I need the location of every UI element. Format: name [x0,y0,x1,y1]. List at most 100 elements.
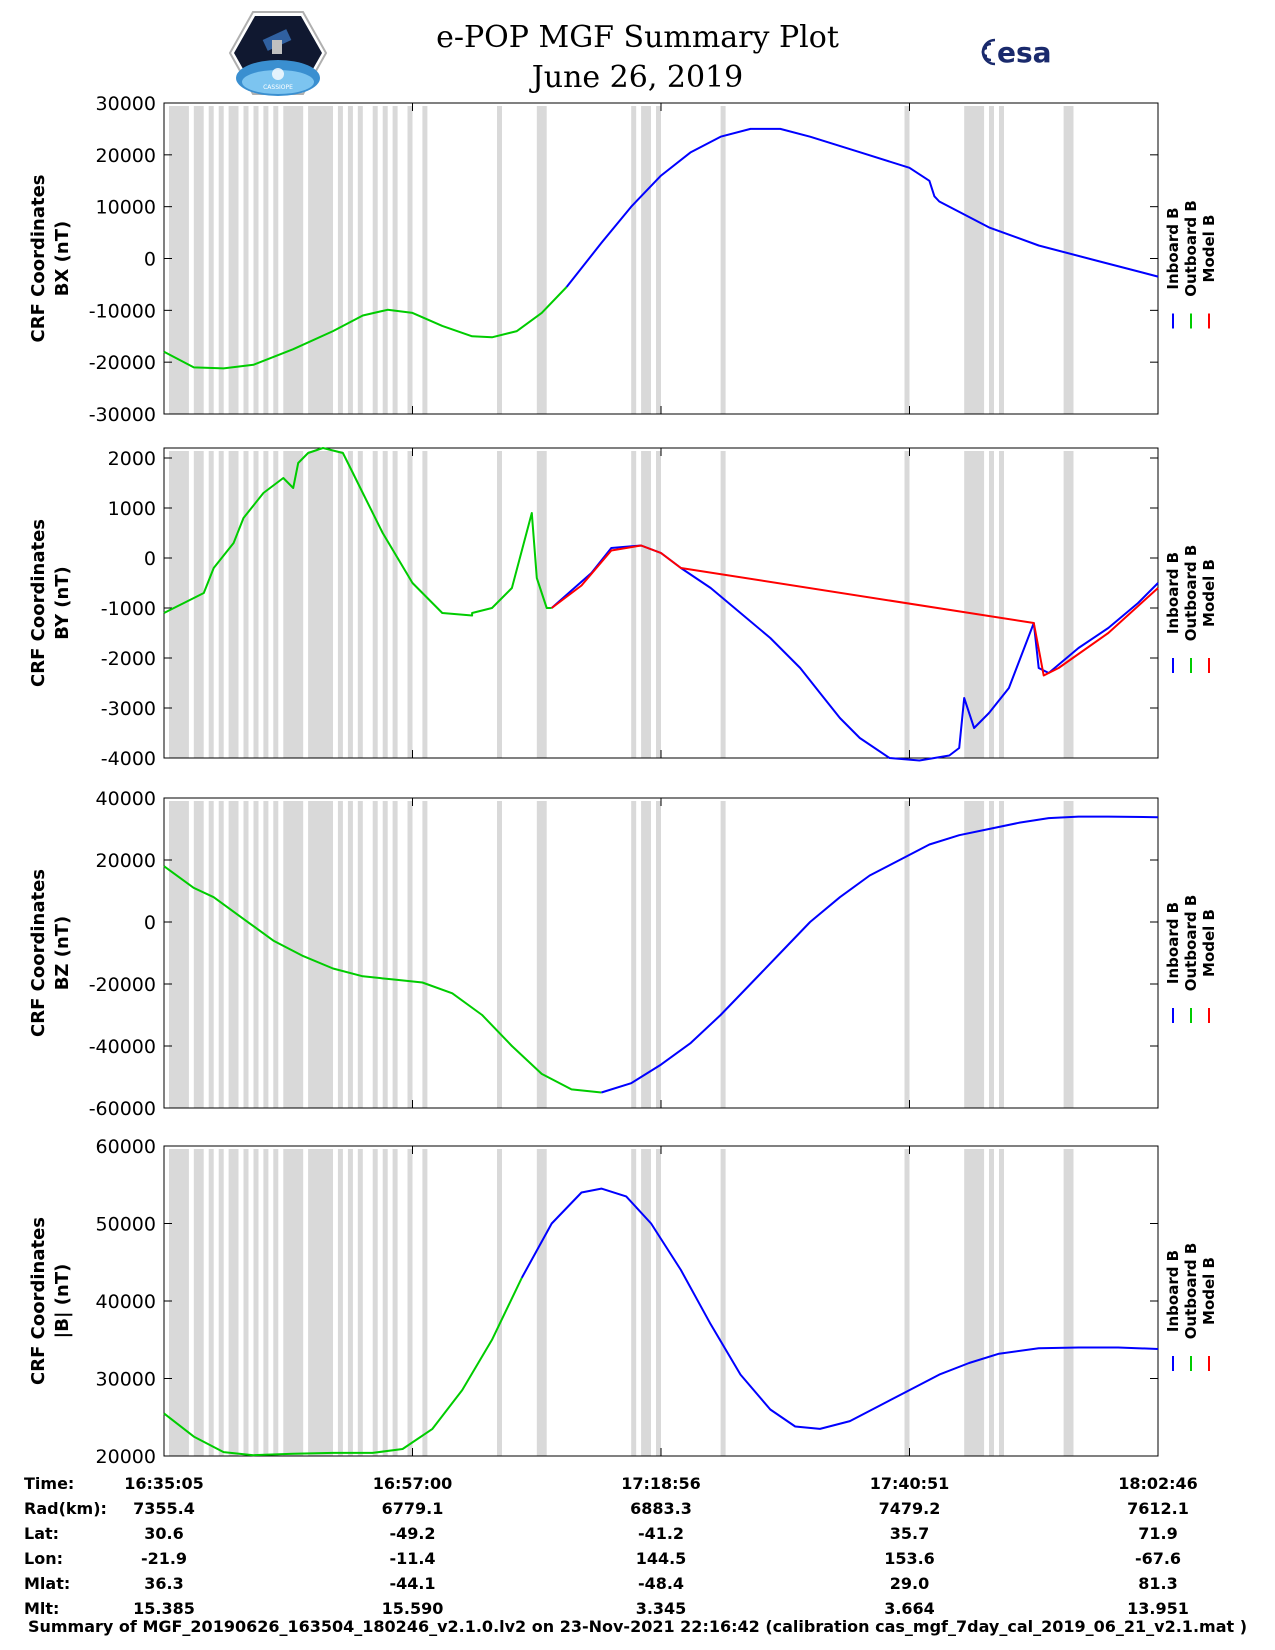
data-gap-band [372,106,378,414]
data-gap-band [999,1149,1004,1456]
data-gap-band [964,106,985,414]
data-gap-band [308,1149,333,1456]
data-gap-band [904,801,910,1108]
data-gap-band [337,451,343,758]
data-gap-band [422,451,428,758]
data-gap-band [720,451,726,758]
series-line-outboard-b [163,865,602,1094]
y-axis-label-line-2: BX (nT) [52,221,73,296]
data-gap-band [999,801,1004,1108]
data-gap-band [263,451,269,758]
data-gap-band [656,451,661,758]
data-gap-band [357,451,363,758]
y-tick-label: 0 [144,548,156,570]
data-gap-band [218,801,224,1108]
y-tick-label: -20000 [89,352,156,374]
y-tick-label: 60000 [96,1136,156,1158]
y-tick-label: 0 [144,249,156,271]
info-cell: 15.385 [133,1599,195,1615]
data-gap-band [382,801,388,1108]
y-axis-label-line-1: CRF Coordinates [28,175,49,343]
y-tick-label: 1000 [108,498,156,520]
legend-label-outboard-b: Outboard B [1182,895,1200,992]
data-gap-band [999,106,1004,414]
data-gap-band [407,106,413,414]
data-gap-band [422,801,428,1108]
y-tick-label: -60000 [89,1098,156,1120]
y-axis-label-line-1: CRF Coordinates [28,519,49,687]
data-gap-band [989,451,994,758]
info-row-label: Mlat: [24,1574,70,1593]
data-gap-band [422,1149,428,1456]
y-tick-label: 30000 [96,93,156,115]
data-gap-band [253,451,259,758]
info-cell: -67.6 [1135,1549,1181,1568]
y-axis-label-line-2: |B| (nT) [52,1264,73,1339]
data-gap-band [989,801,994,1108]
data-gap-band [904,1149,910,1456]
series-line-outboard-b [163,447,552,617]
legend-label-model-b: Model B [1200,215,1218,283]
data-gap-band [641,451,651,758]
y-tick-label: 20000 [96,850,156,872]
legend-label-outboard-b: Outboard B [1182,200,1200,297]
info-cell: -49.2 [389,1524,435,1543]
cassiope-label: CASSIOPE [263,84,293,91]
data-gap-band [169,801,189,1108]
info-cell: -21.9 [141,1549,187,1568]
data-gap-band [263,1149,269,1456]
info-cell: -44.1 [389,1574,435,1593]
data-gap-band [382,106,388,414]
data-gap-band [273,801,279,1108]
info-cell: 144.5 [636,1549,687,1568]
info-cell: 35.7 [890,1524,929,1543]
data-gap-band [372,801,378,1108]
info-cell: -41.2 [638,1524,684,1543]
data-gap-band [208,801,214,1108]
info-cell: 3.345 [636,1599,687,1615]
data-gap-band [964,801,985,1108]
y-tick-label: 30000 [96,1369,156,1391]
legend-label-outboard-b: Outboard B [1182,1243,1200,1340]
data-gap-band [656,1149,661,1456]
footer-summary: Summary of MGF_20190626_163504_180246_v2… [27,1617,1248,1636]
esa-logo-text: esa [997,36,1052,69]
data-gap-band [964,451,985,758]
y-tick-label: 50000 [96,1214,156,1236]
title-line-2: June 26, 2019 [531,60,744,95]
data-gap-band [218,106,224,414]
data-gap-band [392,106,398,414]
series-line-inboard-b [520,1187,1159,1430]
page-title: e-POP MGF Summary Plot June 26, 2019 [0,18,1275,98]
data-gap-band [641,106,651,414]
data-gap-band [337,106,343,414]
y-tick-label: -1000 [101,598,156,620]
title-line-1: e-POP MGF Summary Plot [436,20,839,55]
info-cell: 7479.2 [879,1499,941,1518]
info-row-label: Rad(km): [24,1499,107,1518]
info-cell: 16:57:00 [373,1474,453,1493]
data-gap-band [347,801,353,1108]
data-gap-band [243,451,249,758]
data-gap-band [208,106,214,414]
data-gap-band [228,801,239,1108]
y-tick-label: -40000 [89,1036,156,1058]
data-gap-band [1063,1149,1074,1456]
data-gap-band [253,106,259,414]
data-gap-band [641,1149,651,1456]
data-gap-band [656,106,661,414]
data-gap-band [407,1149,413,1456]
data-gap-band [422,106,428,414]
data-gap-band [1063,106,1074,414]
info-cell: 7355.4 [133,1499,195,1518]
info-cell: 18:02:46 [1118,1474,1198,1493]
data-gap-band [193,451,204,758]
data-gap-band [392,801,398,1108]
y-tick-label: 40000 [96,1291,156,1313]
data-gap-band [392,1149,398,1456]
info-cell: 6779.1 [382,1499,444,1518]
data-gap-band [720,801,726,1108]
y-tick-label: -2000 [101,648,156,670]
data-gap-band [283,801,304,1108]
series-line-outboard-b [163,286,568,370]
